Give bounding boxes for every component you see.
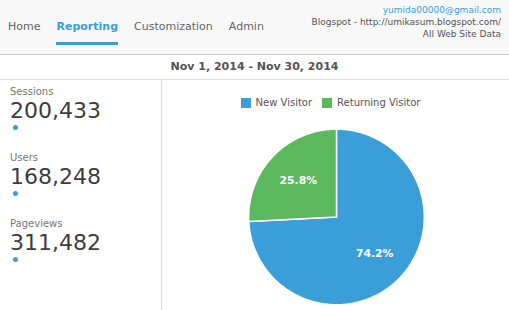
html-text:Sessions: Sessions — [10, 86, 54, 97]
svg-text:74.2%: 74.2% — [355, 247, 393, 260]
html-text:Pageviews: Pageviews — [10, 218, 63, 229]
html-text:Home: Home — [8, 20, 41, 33]
html-text:Reporting: Reporting — [56, 20, 118, 33]
html-text:200,433: 200,433 — [10, 98, 101, 123]
html-text:yumida00000@gmail.com: yumida00000@gmail.com — [382, 5, 501, 15]
html-text:Returning Visitor: Returning Visitor — [337, 97, 421, 108]
html-text:All Web Site Data: All Web Site Data — [422, 29, 501, 39]
html-text:168,248: 168,248 — [10, 164, 101, 189]
html-text:311,482: 311,482 — [10, 230, 101, 255]
svg-text:25.8%: 25.8% — [279, 174, 317, 187]
html-text:Customization: Customization — [134, 20, 213, 33]
html-text:Nov 1, 2014 - Nov 30, 2014: Nov 1, 2014 - Nov 30, 2014 — [170, 60, 339, 73]
html-text:New Visitor: New Visitor — [255, 97, 313, 108]
html-text:Users: Users — [10, 152, 38, 163]
html-text:Blogspot - http://umikasum.blo: Blogspot - http://umikasum.blogspot.com/ — [311, 17, 501, 27]
html-text:Admin: Admin — [228, 20, 264, 33]
